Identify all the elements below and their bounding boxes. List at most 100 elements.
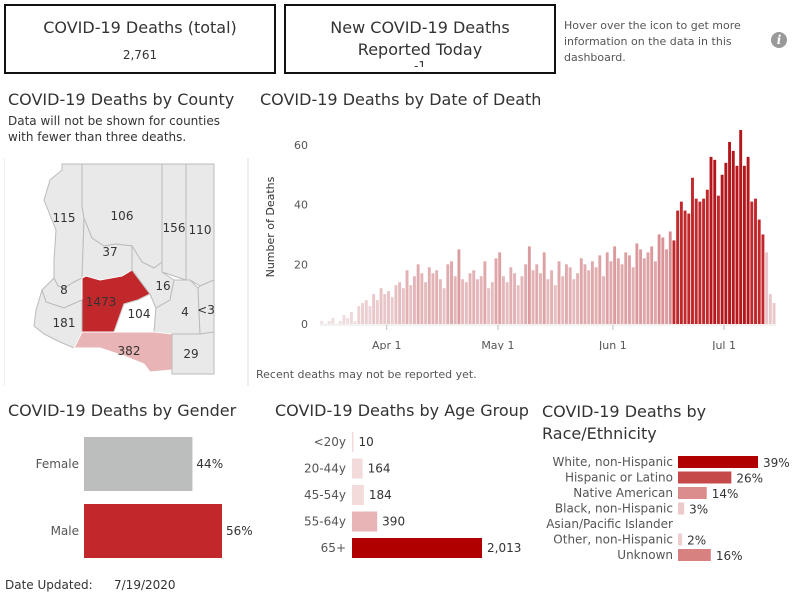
date-bar[interactable] [724, 162, 728, 324]
date-bar[interactable] [579, 258, 583, 324]
date-bar[interactable] [387, 291, 390, 324]
date-bar[interactable] [357, 306, 361, 324]
date-bar[interactable] [572, 279, 576, 324]
date-bar[interactable] [320, 321, 324, 324]
date-bar[interactable] [709, 156, 713, 324]
date-bar[interactable] [587, 270, 591, 324]
county-cochise[interactable] [171, 331, 215, 375]
date-bar[interactable] [746, 156, 750, 324]
date-bar[interactable] [590, 261, 594, 324]
date-bar[interactable] [375, 300, 379, 324]
county-navajo[interactable] [161, 163, 187, 281]
date-bar[interactable] [435, 270, 439, 324]
date-bar[interactable] [561, 276, 565, 324]
date-bar[interactable] [768, 294, 772, 324]
date-bar[interactable] [605, 252, 609, 324]
date-bar[interactable] [564, 264, 568, 324]
date-bar[interactable] [509, 267, 513, 324]
date-bar[interactable] [702, 198, 706, 324]
age-bar[interactable] [352, 511, 378, 532]
date-bar[interactable] [653, 261, 657, 324]
date-bar[interactable] [457, 249, 461, 324]
date-bar[interactable] [657, 234, 661, 324]
date-bar[interactable] [527, 246, 531, 324]
race-bar[interactable] [678, 471, 732, 484]
date-bar[interactable] [661, 237, 665, 324]
date-bar[interactable] [516, 285, 520, 324]
date-bar[interactable] [713, 159, 717, 324]
date-bar[interactable] [546, 279, 550, 324]
date-bar[interactable] [594, 267, 598, 324]
date-bar[interactable] [739, 130, 743, 324]
date-bar[interactable] [754, 198, 757, 324]
date-bar[interactable] [668, 231, 672, 324]
date-bar[interactable] [453, 276, 457, 324]
date-bar[interactable] [394, 285, 398, 324]
date-bar[interactable] [698, 201, 702, 324]
date-bar[interactable] [490, 282, 494, 324]
date-bar[interactable] [331, 318, 335, 324]
date-bar[interactable] [679, 201, 683, 324]
date-bar[interactable] [487, 288, 491, 324]
date-bar[interactable] [620, 264, 624, 324]
date-bar[interactable] [476, 279, 479, 324]
age-bar[interactable] [352, 485, 364, 505]
date-bar[interactable] [683, 210, 687, 324]
date-bar[interactable] [631, 267, 635, 324]
date-bar[interactable] [368, 306, 372, 324]
date-bar[interactable] [338, 321, 342, 324]
race-bar[interactable] [678, 502, 685, 515]
date-bar[interactable] [772, 303, 776, 324]
date-bar[interactable] [557, 261, 561, 324]
date-bar[interactable] [372, 294, 376, 324]
date-bar[interactable] [624, 252, 628, 324]
date-bar[interactable] [446, 264, 450, 324]
date-bar[interactable] [691, 177, 694, 324]
date-bar[interactable] [431, 273, 435, 324]
date-bar[interactable] [416, 264, 420, 324]
date-bar[interactable] [379, 288, 383, 324]
county-pima[interactable] [73, 331, 173, 373]
date-bar[interactable] [735, 165, 739, 324]
info-icon[interactable]: i [771, 32, 787, 48]
date-bar[interactable] [665, 249, 668, 324]
date-bar[interactable] [731, 150, 735, 324]
date-bar[interactable] [412, 276, 416, 324]
date-bar[interactable] [602, 276, 605, 324]
date-bar[interactable] [401, 288, 405, 324]
date-bar[interactable] [383, 294, 387, 324]
date-bar[interactable] [442, 288, 446, 324]
date-bar[interactable] [501, 276, 505, 324]
date-bar[interactable] [505, 282, 509, 324]
date-bar[interactable] [346, 318, 350, 324]
date-bar[interactable] [349, 312, 353, 324]
date-bar[interactable] [390, 297, 394, 324]
date-bar[interactable] [513, 273, 516, 324]
date-bar[interactable] [438, 279, 442, 324]
date-bar[interactable] [687, 213, 691, 324]
age-bar[interactable] [352, 538, 482, 558]
date-bar[interactable] [750, 201, 754, 324]
age-bar[interactable] [352, 432, 354, 452]
date-bar[interactable] [742, 165, 746, 324]
date-bar[interactable] [520, 276, 524, 324]
date-bar[interactable] [405, 270, 409, 324]
date-bar[interactable] [694, 198, 698, 324]
date-bar[interactable] [450, 261, 453, 324]
date-bar[interactable] [576, 273, 580, 324]
date-bar[interactable] [613, 246, 617, 324]
date-bar[interactable] [461, 279, 465, 324]
date-bar[interactable] [716, 195, 720, 324]
date-bar[interactable] [498, 252, 502, 324]
date-bar[interactable] [361, 303, 364, 324]
date-bar[interactable] [327, 321, 331, 324]
date-bar[interactable] [642, 258, 646, 324]
date-bar[interactable] [676, 210, 680, 324]
date-bar[interactable] [553, 285, 557, 324]
date-bar[interactable] [464, 282, 468, 324]
gender-bar[interactable] [84, 504, 222, 558]
date-bar[interactable] [427, 267, 431, 324]
date-bar[interactable] [609, 261, 613, 324]
date-bar[interactable] [409, 285, 413, 324]
date-bar[interactable] [524, 264, 528, 324]
